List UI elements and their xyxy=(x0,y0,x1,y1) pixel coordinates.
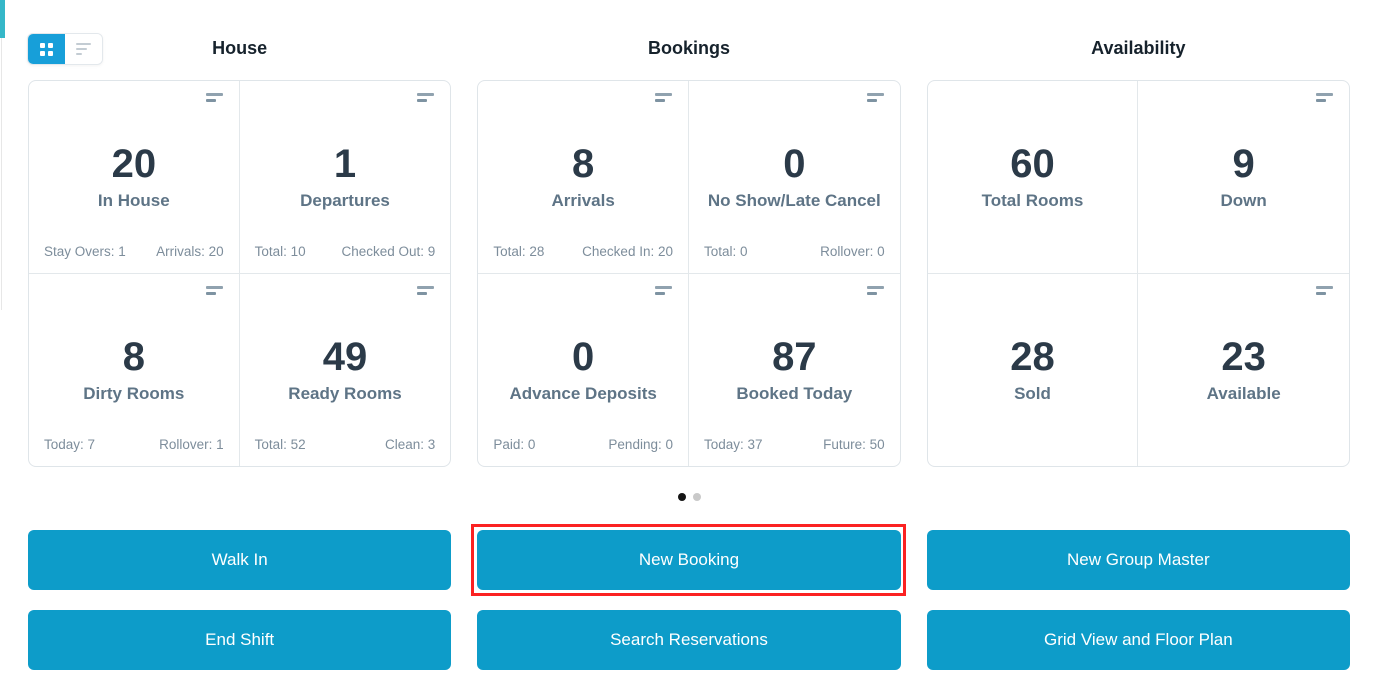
card-menu-icon[interactable] xyxy=(205,93,223,102)
grid-view-button[interactable] xyxy=(28,34,65,64)
left-accent-bar xyxy=(0,0,5,38)
carousel-dot-2[interactable] xyxy=(692,493,701,501)
new-group-master-button[interactable]: New Group Master xyxy=(926,530,1350,590)
card-value: 49 xyxy=(322,335,368,380)
card-value: 87 xyxy=(772,335,817,380)
card-value: 8 xyxy=(122,335,145,380)
bookings-card-group: 8 Arrivals Total: 28 Checked In: 20 0 No… xyxy=(477,80,901,467)
card-value: 1 xyxy=(333,142,357,187)
card-stats: Today: 7 Rollover: 1 xyxy=(44,437,224,452)
stat-right: Rollover: 0 xyxy=(820,243,885,259)
card-no-show-late-cancel[interactable]: 0 No Show/Late Cancel Total: 0 Rollover:… xyxy=(688,81,900,274)
stat-right: Rollover: 1 xyxy=(159,437,224,452)
stat-left: Today: 7 xyxy=(44,437,96,452)
stat-right: Clean: 3 xyxy=(385,437,436,452)
card-down[interactable]: 9 Down xyxy=(1138,81,1349,274)
list-view-button[interactable] xyxy=(65,34,102,64)
stat-right: Future: 50 xyxy=(823,437,885,452)
card-stats: Stay Overs: 1 Arrivals: 20 xyxy=(44,244,224,259)
card-value: 9 xyxy=(1232,142,1255,187)
stat-right: Pending: 0 xyxy=(608,437,673,452)
card-value: 23 xyxy=(1221,335,1266,380)
card-label: In House xyxy=(97,191,170,211)
card-menu-icon[interactable] xyxy=(866,93,884,102)
stat-left: Total: 10 xyxy=(254,243,306,259)
walk-in-button[interactable]: Walk In xyxy=(28,530,452,590)
carousel-dots xyxy=(28,493,1350,501)
stat-left: Paid: 0 xyxy=(493,437,536,452)
card-dirty-rooms[interactable]: 8 Dirty Rooms Today: 7 Rollover: 1 xyxy=(29,273,240,466)
action-buttons-row-2: End Shift Search Reservations Grid View … xyxy=(28,610,1350,670)
section-title-bookings: Bookings xyxy=(647,38,730,58)
card-sold[interactable]: 28 Sold xyxy=(928,273,1139,466)
card-value: 0 xyxy=(572,335,595,380)
card-menu-icon[interactable] xyxy=(866,285,884,295)
card-value: 20 xyxy=(111,142,157,187)
card-ready-rooms[interactable]: 49 Ready Rooms Total: 52 Clean: 3 xyxy=(240,274,451,467)
section-title-availability: Availability xyxy=(1091,38,1186,58)
card-stats: Paid: 0 Pending: 0 xyxy=(493,437,673,452)
grid-icon xyxy=(40,42,53,56)
card-label: Total Rooms xyxy=(981,191,1084,211)
card-label: Sold xyxy=(1014,384,1051,404)
card-stats: Total: 28 Checked In: 20 xyxy=(493,244,673,259)
availability-card-group: 60 Total Rooms 9 Down 28 Sold 23 Availab… xyxy=(926,80,1350,467)
card-in-house[interactable]: 20 In House Stay Overs: 1 Arrivals: 20 xyxy=(29,81,240,274)
stat-right: Checked Out: 9 xyxy=(341,243,436,259)
card-menu-icon[interactable] xyxy=(654,285,672,295)
card-label: Advance Deposits xyxy=(509,384,657,404)
card-departures[interactable]: 1 Departures Total: 10 Checked Out: 9 xyxy=(239,81,451,274)
stat-left: Total: 52 xyxy=(254,437,306,452)
card-menu-icon[interactable] xyxy=(654,93,672,102)
card-stats: Total: 52 Clean: 3 xyxy=(255,437,436,452)
carousel-dot-1[interactable] xyxy=(677,493,686,501)
stat-card-groups: 20 In House Stay Overs: 1 Arrivals: 20 1… xyxy=(28,80,1350,467)
section-title-house: House xyxy=(212,38,268,58)
card-menu-icon[interactable] xyxy=(417,93,435,102)
action-buttons-row-1: Walk In New Booking New Group Master xyxy=(28,524,1350,596)
dashboard: House Bookings Availability 20 In House … xyxy=(27,0,1350,670)
card-available[interactable]: 23 Available xyxy=(1138,274,1349,467)
card-total-rooms[interactable]: 60 Total Rooms xyxy=(927,81,1139,274)
grid-view-floor-plan-button[interactable]: Grid View and Floor Plan xyxy=(926,610,1350,670)
card-value: 0 xyxy=(783,142,806,187)
card-menu-icon[interactable] xyxy=(205,285,223,295)
card-value: 8 xyxy=(572,142,595,187)
card-value: 60 xyxy=(1010,142,1055,187)
search-reservations-button[interactable]: Search Reservations xyxy=(477,610,901,670)
card-menu-icon[interactable] xyxy=(1316,93,1333,102)
card-value: 28 xyxy=(1010,335,1055,380)
card-label: Departures xyxy=(300,191,390,211)
stat-left: Today: 37 xyxy=(703,437,763,452)
card-menu-icon[interactable] xyxy=(1316,285,1333,295)
house-card-group: 20 In House Stay Overs: 1 Arrivals: 20 1… xyxy=(28,80,452,467)
card-advance-deposits[interactable]: 0 Advance Deposits Paid: 0 Pending: 0 xyxy=(478,273,689,466)
card-label: No Show/Late Cancel xyxy=(707,191,881,211)
card-label: Dirty Rooms xyxy=(83,384,185,404)
stat-left: Stay Overs: 1 xyxy=(44,243,126,259)
stat-right: Arrivals: 20 xyxy=(156,243,224,259)
stat-right: Checked In: 20 xyxy=(582,243,673,259)
left-edge-divider xyxy=(1,38,2,310)
card-booked-today[interactable]: 87 Booked Today Today: 37 Future: 50 xyxy=(689,274,900,467)
end-shift-button[interactable]: End Shift xyxy=(28,610,452,670)
new-booking-button[interactable]: New Booking xyxy=(477,530,901,590)
header-row: House Bookings Availability xyxy=(27,33,1350,65)
stat-left: Total: 0 xyxy=(703,243,748,259)
card-label: Arrivals xyxy=(551,191,615,211)
card-menu-icon[interactable] xyxy=(417,285,435,295)
list-icon xyxy=(76,43,91,55)
card-label: Ready Rooms xyxy=(288,384,402,404)
card-stats: Today: 37 Future: 50 xyxy=(704,437,885,452)
card-stats: Total: 10 Checked Out: 9 xyxy=(255,244,436,259)
stat-left: Total: 28 xyxy=(493,243,545,259)
new-booking-highlight: New Booking xyxy=(471,524,906,596)
card-label: Available xyxy=(1206,384,1281,404)
card-label: Down xyxy=(1220,191,1267,211)
card-arrivals[interactable]: 8 Arrivals Total: 28 Checked In: 20 xyxy=(478,81,689,274)
view-toggle xyxy=(27,33,103,65)
card-label: Booked Today xyxy=(736,384,853,404)
card-stats: Total: 0 Rollover: 0 xyxy=(704,244,885,259)
